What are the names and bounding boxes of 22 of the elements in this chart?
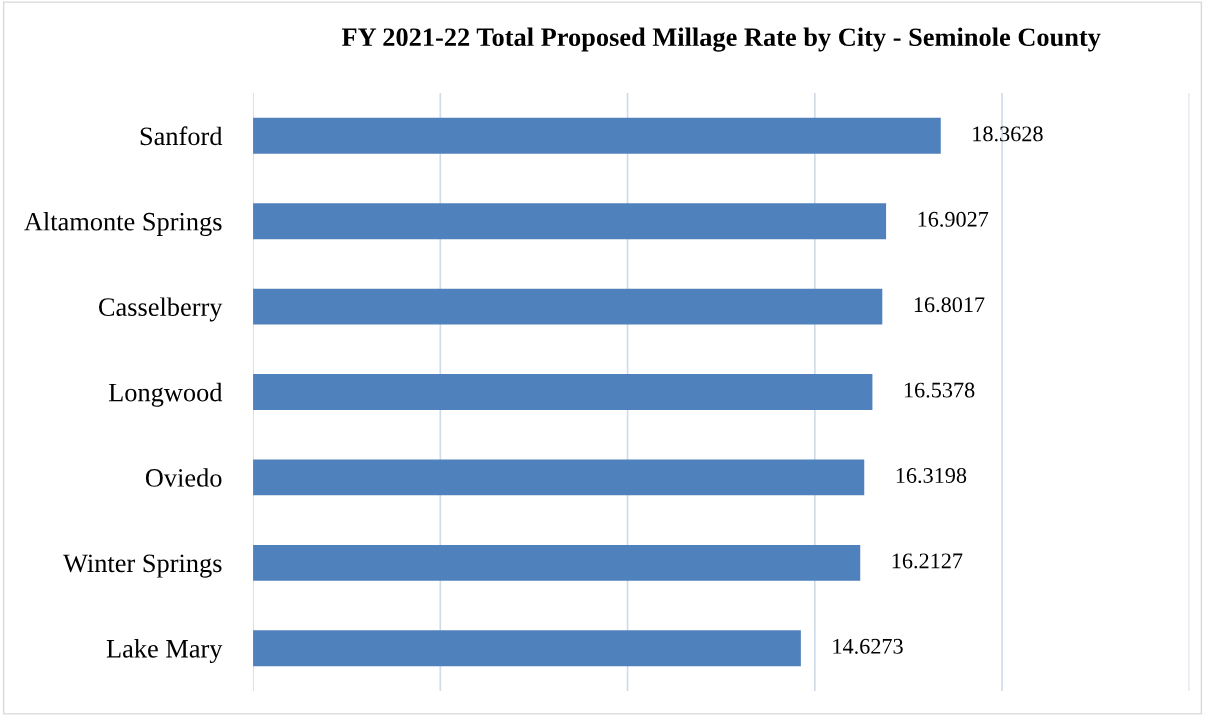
bar <box>253 544 861 581</box>
bar <box>253 374 873 410</box>
bar <box>253 288 883 325</box>
data-label: 14.6273 <box>833 638 903 654</box>
y-tick-label: Casselberry <box>99 297 223 322</box>
chart-title: FY 2021-22 Total Proposed Millage Rate by City - Seminole County <box>341 27 1101 52</box>
bar <box>253 459 865 496</box>
y-tick-label: Winter Springs <box>63 554 222 578</box>
data-label: 16.2127 <box>892 553 963 569</box>
y-tick-label: Oviedo <box>145 468 222 487</box>
data-label: 16.9027 <box>918 211 989 227</box>
data-label: 16.3198 <box>896 467 967 484</box>
y-tick-label: Altamonte Springs <box>24 212 222 237</box>
y-tick-label: Lake Mary <box>106 639 223 664</box>
data-label: 16.8017 <box>914 297 985 313</box>
y-tick-label: Longwood <box>108 382 223 407</box>
y-tick-label: Sanford <box>140 126 223 146</box>
data-label: 16.5378 <box>904 382 975 398</box>
bar <box>253 203 887 240</box>
bar <box>253 117 941 154</box>
data-label: 18.3628 <box>973 126 1043 142</box>
bar <box>253 630 801 667</box>
